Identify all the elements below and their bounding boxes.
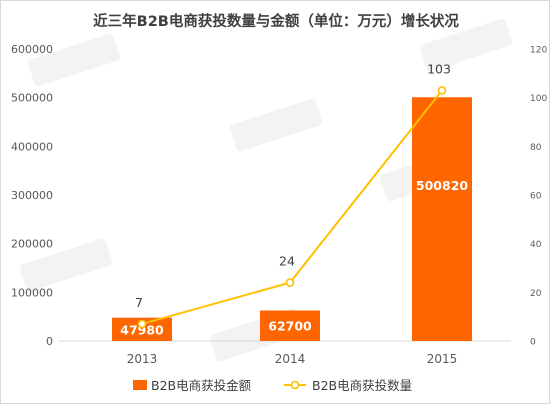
line-point-2014 xyxy=(285,278,295,287)
line-value-label: 24 xyxy=(279,254,295,269)
y-left-tick-label: 400000 xyxy=(11,140,53,153)
line-point-2015 xyxy=(437,86,447,95)
x-tick-label: 2013 xyxy=(127,352,158,366)
y-right-tick-label: 0 xyxy=(530,338,536,348)
y-left-tick-label: 500000 xyxy=(11,92,53,105)
watermark-mark xyxy=(27,33,121,87)
legend: B2B电商获投金额 B2B电商获投数量 xyxy=(133,378,412,393)
bar-2015 xyxy=(412,97,472,341)
y-right-tick-label: 100 xyxy=(530,94,547,104)
y-left-tick-label: 100000 xyxy=(11,286,53,299)
left-axis: 0 100000 200000 300000 400000 500000 600000 xyxy=(11,43,53,348)
legend-bar-swatch xyxy=(133,380,147,390)
bar-2013 xyxy=(112,317,172,341)
bar-value-label: 62700 xyxy=(268,319,312,334)
watermark-mark xyxy=(19,238,113,292)
legend-line-label: B2B电商获投数量 xyxy=(312,378,412,393)
bar-series: 47980 62700 500820 xyxy=(112,97,472,341)
line-series: 7 24 103 xyxy=(135,61,451,329)
watermark-mark xyxy=(419,18,513,72)
watermark-mark xyxy=(229,98,323,152)
y-right-tick-label: 60 xyxy=(530,192,542,202)
y-right-tick-label: 40 xyxy=(530,240,542,250)
x-tick-label: 2014 xyxy=(275,352,306,366)
x-tick-label: 2015 xyxy=(427,352,458,366)
right-axis: 0 20 40 60 80 100 120 xyxy=(530,46,547,348)
y-right-tick-label: 120 xyxy=(530,46,547,56)
y-left-tick-label: 0 xyxy=(46,335,53,348)
y-left-tick-label: 200000 xyxy=(11,238,53,251)
y-right-tick-label: 20 xyxy=(530,289,542,299)
line-value-label: 7 xyxy=(135,295,143,310)
line-point-2013 xyxy=(137,319,147,329)
y-left-tick-label: 600000 xyxy=(11,43,53,56)
y-right-tick-label: 80 xyxy=(530,143,542,153)
bar-value-label: 500820 xyxy=(416,178,468,193)
line-value-label: 103 xyxy=(427,61,451,76)
legend-bar-label: B2B电商获投金额 xyxy=(151,378,252,393)
legend-line-marker xyxy=(290,380,300,390)
x-axis: 2013 2014 2015 xyxy=(127,352,458,366)
chart-title: 近三年B2B电商获投数量与金额（单位：万元）增长状况 xyxy=(93,14,459,30)
bar-value-label: 47980 xyxy=(120,322,164,337)
bar-2014 xyxy=(260,310,320,341)
y-left-tick-label: 300000 xyxy=(11,189,53,202)
